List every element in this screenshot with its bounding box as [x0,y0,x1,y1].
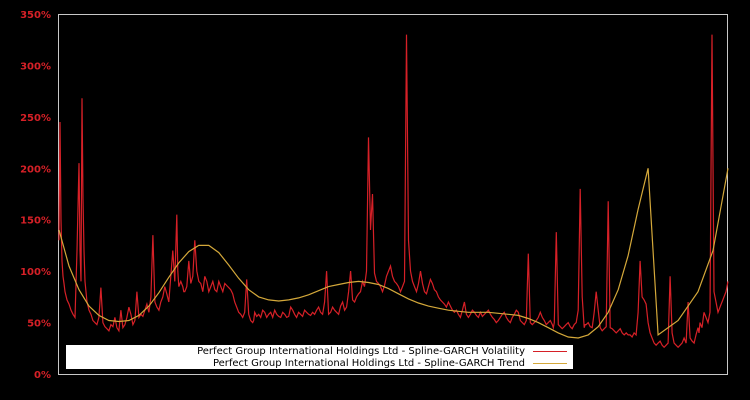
legend-label-trend: Perfect Group International Holdings Ltd… [212,357,525,369]
legend-label-volatility: Perfect Group International Holdings Ltd… [197,345,525,357]
volatility-line [58,34,729,349]
y-tick-label: 350% [20,10,51,21]
y-tick-label: 200% [20,164,51,175]
trend-line [58,168,729,339]
y-tick-label: 0% [34,370,51,381]
legend: Perfect Group International Holdings Ltd… [66,345,573,369]
legend-swatch-volatility [533,350,567,352]
y-tick-label: 300% [20,61,51,72]
y-tick-label: 250% [20,113,51,124]
legend-item-volatility: Perfect Group International Holdings Ltd… [197,345,567,357]
legend-swatch-trend [533,362,567,364]
legend-item-trend: Perfect Group International Holdings Ltd… [213,357,567,369]
y-tick-label: 100% [20,267,51,278]
y-axis-ticks: 0% 50% 100% 150% 200% 250% 300% 350% [20,10,51,381]
y-tick-label: 50% [27,319,51,330]
plot-frame [58,14,728,375]
y-tick-label: 150% [20,216,51,227]
